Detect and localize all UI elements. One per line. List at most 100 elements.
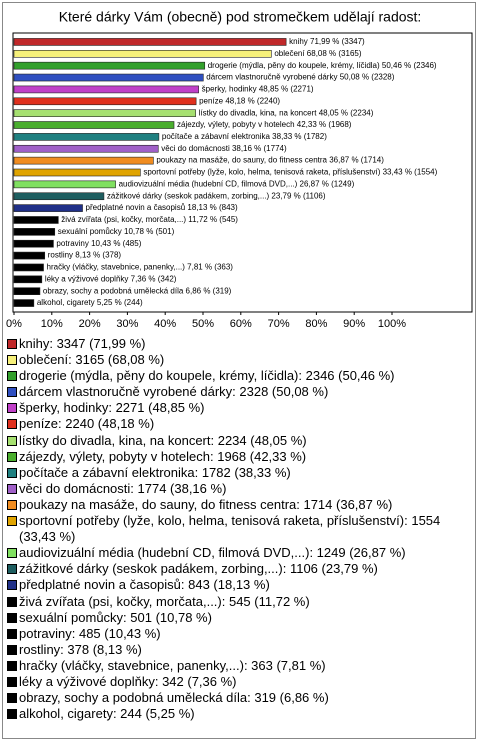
bar	[13, 109, 196, 117]
bar-label: audiovizuální média (hudební CD, filmová…	[119, 179, 355, 188]
bar-label: sportovní potřeby (lyže, kolo, helma, te…	[143, 168, 437, 177]
bar	[13, 239, 54, 248]
legend-item: počítače a zábavní elektronika: 1782 (38…	[6, 465, 472, 481]
legend-label: sportovní potřeby (lyže, kolo, helma, te…	[19, 513, 441, 545]
bar	[13, 192, 105, 201]
bar	[13, 97, 197, 106]
bar	[13, 50, 272, 58]
legend-label: sexuální pomůcky: 501 (10,78 %)	[19, 609, 212, 625]
legend-item: věci do domácnosti: 1774 (38,16 %)	[6, 481, 472, 497]
legend-swatch	[7, 483, 17, 494]
chart: Které dárky Vám (obecně) pod stromečkem …	[6, 9, 473, 330]
legend-item: alkohol, cigarety: 244 (5,25 %)	[6, 706, 472, 722]
legend-swatch	[7, 516, 17, 527]
legend-item: sexuální pomůcky: 501 (10,78 %)	[6, 610, 472, 626]
legend-swatch	[7, 628, 17, 639]
legend-swatch	[7, 644, 17, 655]
legend-item: drogerie (mýdla, pěny do koupele, krémy,…	[6, 368, 472, 384]
bar-label: lístky do divadla, kina, na koncert 48,0…	[199, 108, 374, 117]
bar	[13, 156, 154, 165]
legend-label: rostliny: 378 (8,13 %)	[19, 641, 142, 657]
bar-labels: knihy 71,99 % (3347) oblečení 68,08 % (31…	[37, 37, 438, 307]
legend-swatch	[7, 693, 17, 704]
bar	[13, 73, 204, 82]
legend-item: předplatné novin a časopisů: 843 (18,13 …	[6, 577, 472, 593]
bar-label: poukazy na masáže, do sauny, do fitness …	[156, 156, 384, 165]
legend-item: sportovní potřeby (lyže, kolo, helma, te…	[6, 513, 472, 545]
legend-item: oblečení: 3165 (68,08 %)	[6, 352, 472, 368]
legend-label: lístky do divadla, kina, na koncert: 223…	[19, 432, 307, 448]
legend-swatch	[7, 596, 17, 607]
x-tick-label: 0%	[6, 318, 22, 330]
legend-label: léky a výživové doplňky: 342 (7,36 %)	[19, 673, 237, 689]
legend-item: živá zvířata (psi, kočky, morčata,...): …	[6, 594, 472, 610]
bar	[13, 180, 116, 189]
legend-label: obrazy, sochy a podobná umělecká díla: 3…	[19, 690, 329, 706]
bar	[13, 263, 44, 272]
bar-label: peníze 48,18 % (2240)	[199, 96, 280, 105]
legend-swatch	[7, 676, 17, 687]
x-tick-label: 40%	[154, 318, 176, 330]
legend-item: šperky, hodinky: 2271 (48,85 %)	[6, 400, 472, 416]
bar	[13, 133, 160, 141]
legend-swatch	[7, 709, 17, 720]
legend-swatch	[7, 499, 17, 510]
bar-label: počítače a zábavní elektronika 38,33 % (…	[162, 132, 327, 141]
bar-label: drogerie (mýdla, pěny do koupele, krémy,…	[208, 61, 437, 70]
legend-label: věci do domácnosti: 1774 (38,16 %)	[19, 480, 227, 496]
legend-item: knihy: 3347 (71,99 %)	[6, 336, 472, 352]
legend-item: léky a výživové doplňky: 342 (7,36 %)	[6, 674, 472, 690]
x-tick-label: 60%	[230, 318, 252, 330]
x-tick-label: 100%	[378, 318, 406, 330]
legend-swatch	[7, 660, 17, 671]
legend-label: audiovizuální média (hudební CD, filmová…	[19, 545, 406, 561]
legend-swatch	[7, 435, 17, 446]
bar-label: knihy 71,99 % (3347)	[289, 37, 365, 46]
bar	[13, 61, 206, 70]
legend-swatch	[7, 355, 17, 366]
legend-swatch	[7, 419, 17, 430]
bar-label: oblečení 68,08 % (3165)	[274, 49, 362, 58]
bar	[13, 299, 35, 307]
legend-swatch	[7, 548, 17, 559]
legend-item: audiovizuální média (hudební CD, filmová…	[6, 545, 472, 561]
legend-swatch	[7, 451, 17, 462]
bar	[13, 121, 175, 129]
legend-swatch	[7, 564, 17, 575]
bar	[13, 144, 159, 153]
legend-label: dárcem vlastnoručně vyrobené dárky: 2328…	[19, 384, 329, 400]
legend-item: zážitkové dárky (seskok padákem, zorbing…	[6, 561, 472, 577]
bar-label: předplatné novin a časopisů 18,13 % (843…	[86, 203, 238, 212]
bar	[13, 38, 287, 46]
legend-item: poukazy na masáže, do sauny, do fitness …	[6, 497, 472, 513]
legend-label: živá zvířata (psi, kočky, morčata,...): …	[19, 593, 310, 609]
legend-item: potraviny: 485 (10,43 %)	[6, 626, 472, 642]
bar	[13, 204, 83, 212]
legend-label: potraviny: 485 (10,43 %)	[19, 625, 161, 641]
bar-label: obrazy, sochy a podobná umělecká díla 6,…	[43, 286, 232, 295]
legend-label: hračky (vláčky, stavebnice, panenky,...)…	[19, 657, 326, 673]
legend: knihy: 3347 (71,99 %) oblečení: 3165 (68,…	[6, 336, 472, 722]
legend-label: počítače a zábavní elektronika: 1782 (38…	[19, 464, 291, 480]
legend-label: zážitkové dárky (seskok padákem, zorbing…	[19, 561, 378, 577]
bar	[13, 168, 141, 177]
x-tick-label: 20%	[79, 318, 101, 330]
x-tick-label: 70%	[268, 318, 290, 330]
legend-swatch	[7, 387, 17, 398]
bar	[13, 85, 199, 94]
bar	[13, 228, 56, 236]
legend-label: peníze: 2240 (48,18 %)	[19, 416, 155, 432]
legend-swatch	[7, 339, 17, 349]
bar	[13, 251, 46, 260]
plot-frame	[12, 32, 473, 313]
chart-title: Které dárky Vám (obecně) pod stromečkem …	[59, 9, 422, 25]
bar-label: alkohol, cigarety 5,25 % (244)	[37, 298, 143, 307]
bar-label: sexuální pomůcky 10,78 % (501)	[58, 227, 175, 236]
bar-label: živá zvířata (psi, kočky, morčata,...) 1…	[61, 215, 238, 224]
x-tick-label: 50%	[192, 318, 214, 330]
legend-item: obrazy, sochy a podobná umělecká díla: 3…	[6, 690, 472, 706]
x-tick-label: 10%	[41, 318, 63, 330]
legend-item: peníze: 2240 (48,18 %)	[6, 416, 472, 432]
legend-swatch	[7, 580, 17, 591]
